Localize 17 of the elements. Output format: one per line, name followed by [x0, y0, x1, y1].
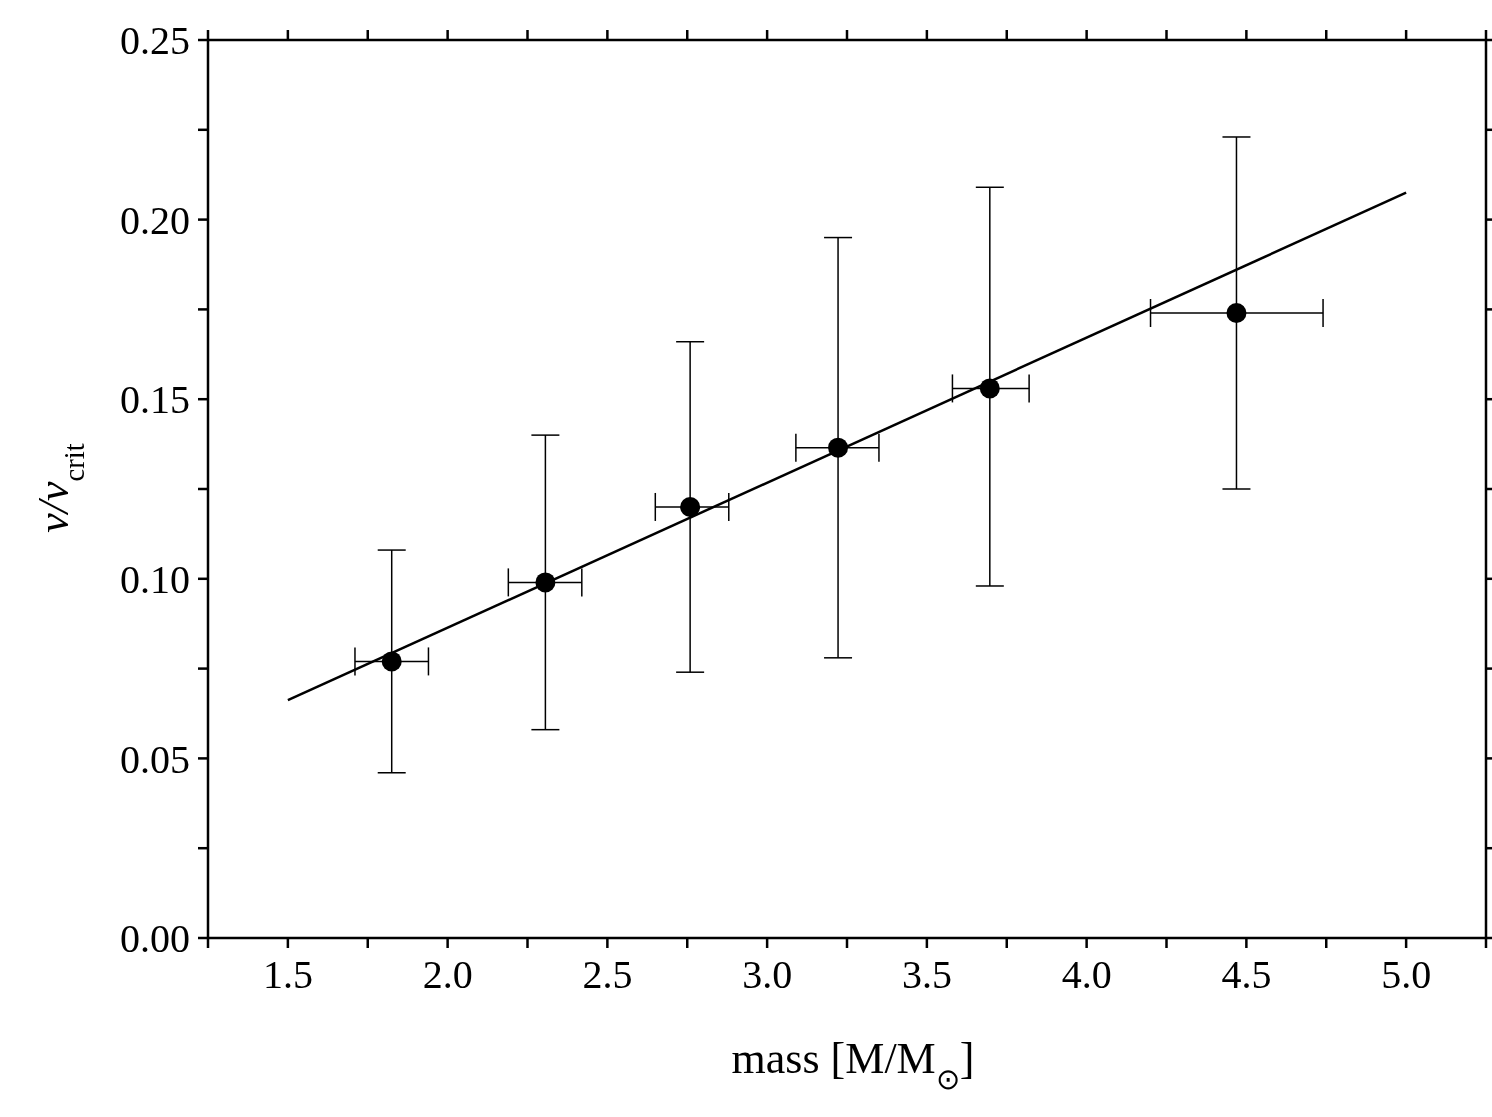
x-tick-label: 2.0 — [422, 952, 473, 998]
x-tick-label: 4.5 — [1221, 952, 1272, 998]
y-tick-label: 0.25 — [120, 18, 190, 64]
y-tick-label: 0.05 — [120, 736, 190, 782]
y-tick-label: 0.20 — [120, 197, 190, 243]
y-tick-label: 0.10 — [120, 557, 190, 602]
point — [680, 496, 701, 517]
y-tick-label: 0.15 — [120, 377, 190, 423]
x-tick-label: 4.0 — [1061, 952, 1112, 998]
point — [1226, 302, 1247, 323]
x-tick-label: 3.0 — [742, 952, 793, 998]
y-tick-label: 0.00 — [120, 916, 190, 962]
x-axis-title: mass [M/M$_{⊙}$] — [731, 1034, 975, 1095]
x-tick-label: 2.5 — [582, 952, 633, 998]
x-tick-label: 5.0 — [1381, 952, 1432, 998]
x-tick-label: 3.5 — [901, 952, 952, 998]
x-tick-label: 1.5 — [262, 952, 313, 998]
